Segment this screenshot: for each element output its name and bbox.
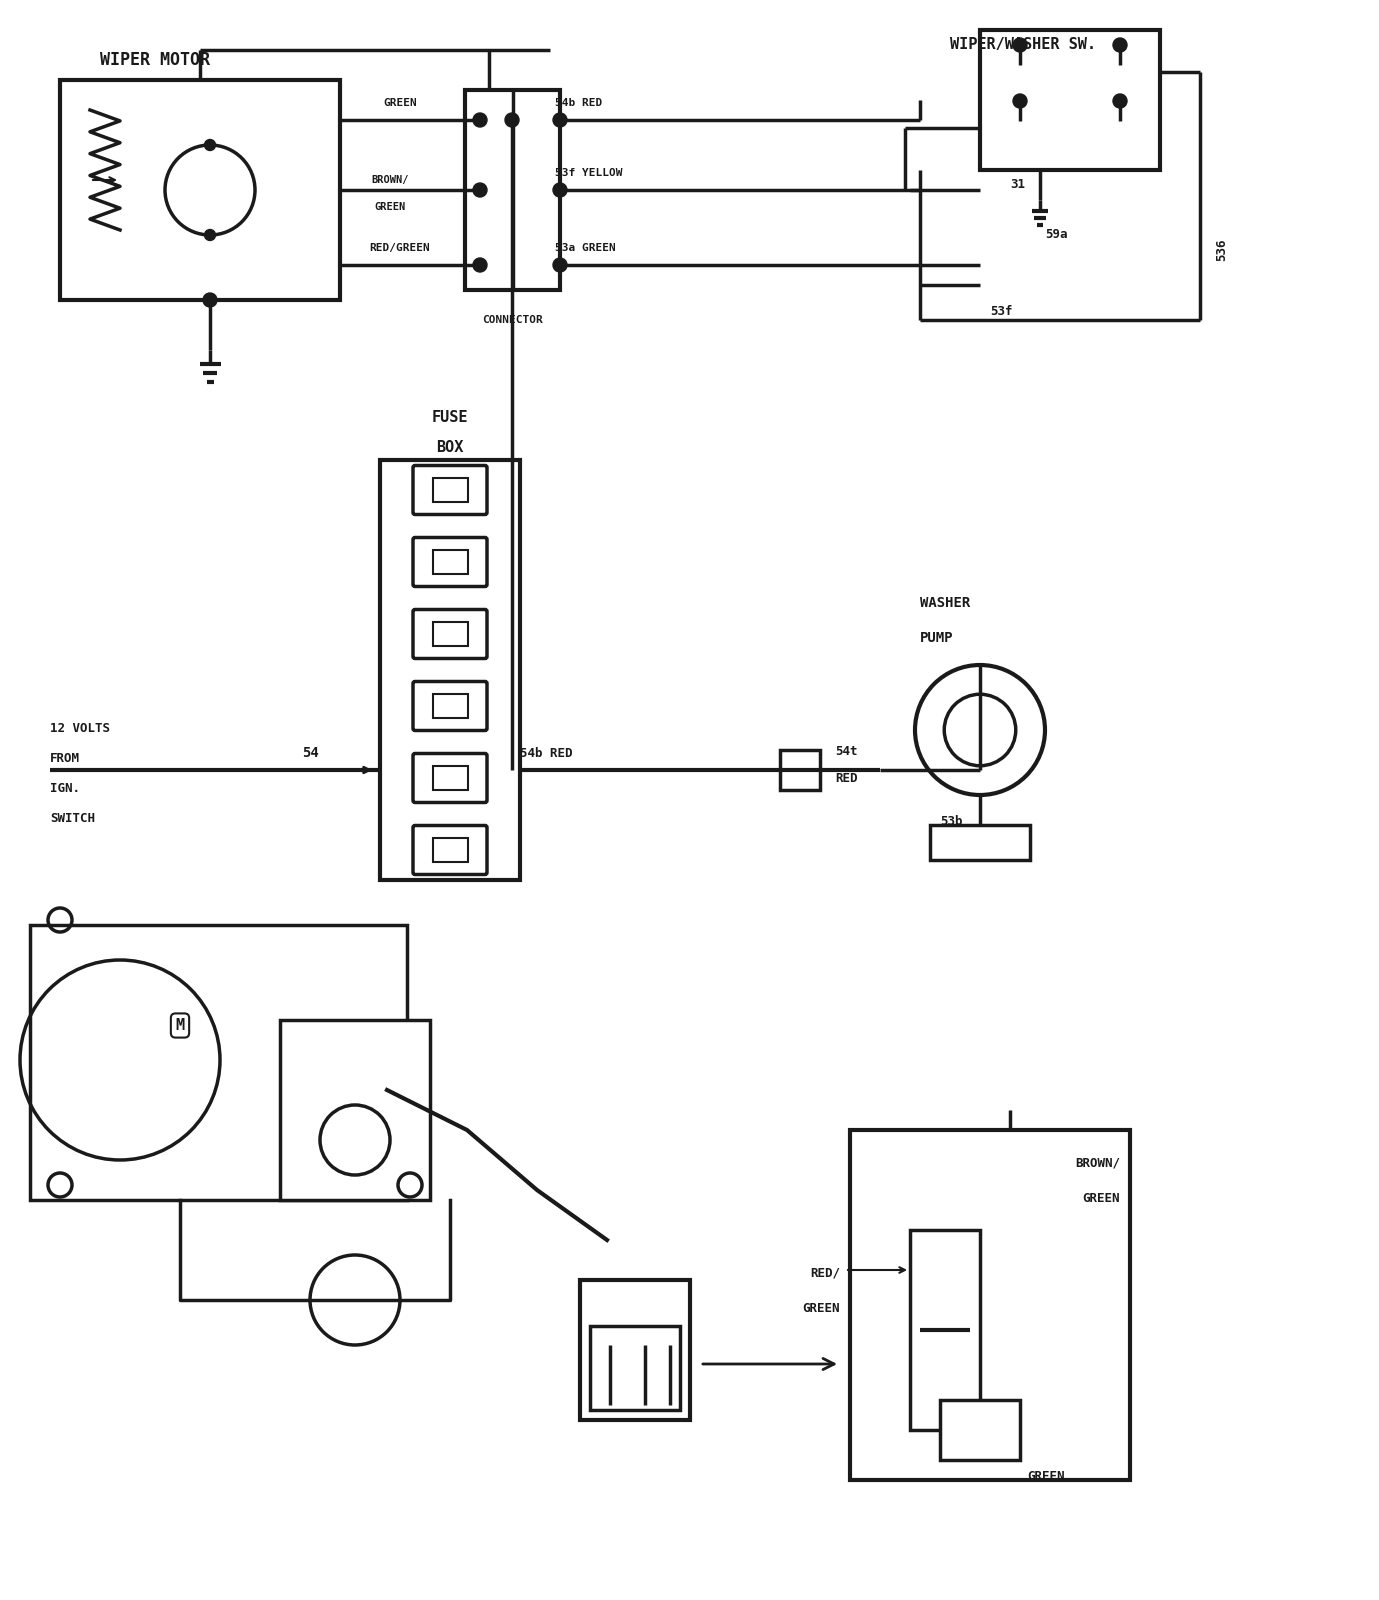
Bar: [280, 1021, 430, 1200]
Bar: [433, 838, 467, 862]
Text: WIPER/WASHER SW.: WIPER/WASHER SW.: [950, 37, 1096, 53]
Bar: [465, 90, 560, 290]
Bar: [433, 550, 467, 574]
Bar: [781, 750, 821, 790]
Bar: [433, 622, 467, 646]
Circle shape: [204, 139, 215, 150]
Text: WIPER MOTOR: WIPER MOTOR: [101, 51, 210, 69]
Bar: [929, 826, 1030, 861]
Text: 54: 54: [302, 746, 319, 760]
Text: 12 VOLTS: 12 VOLTS: [50, 722, 110, 734]
Circle shape: [553, 182, 567, 197]
Text: SWITCH: SWITCH: [50, 811, 95, 826]
Text: RED/: RED/: [809, 1267, 840, 1280]
Bar: [940, 1400, 1020, 1459]
Circle shape: [1014, 38, 1027, 51]
Text: 59a: 59a: [1045, 229, 1067, 242]
Bar: [980, 30, 1160, 170]
Bar: [849, 1130, 1129, 1480]
Bar: [581, 1280, 690, 1421]
FancyBboxPatch shape: [412, 826, 487, 875]
Text: GREEN: GREEN: [383, 98, 416, 109]
Circle shape: [1113, 38, 1127, 51]
Circle shape: [1014, 94, 1027, 109]
Text: GREEN: GREEN: [1027, 1470, 1065, 1483]
Text: 536: 536: [1215, 238, 1229, 261]
Circle shape: [203, 293, 217, 307]
Circle shape: [553, 114, 567, 126]
Text: RED/GREEN: RED/GREEN: [370, 243, 430, 253]
Bar: [381, 461, 520, 880]
Text: RED: RED: [836, 773, 858, 786]
FancyBboxPatch shape: [412, 466, 487, 515]
Bar: [30, 925, 407, 1200]
Text: GREEN: GREEN: [803, 1302, 840, 1315]
Text: 31: 31: [1009, 179, 1025, 192]
Bar: [910, 1230, 980, 1430]
Text: 53b: 53b: [940, 814, 963, 829]
Text: 54b RED: 54b RED: [554, 98, 603, 109]
Circle shape: [204, 229, 215, 240]
Text: BROWN/: BROWN/: [371, 174, 408, 186]
Text: IGN.: IGN.: [50, 782, 80, 795]
Text: CONNECTOR: CONNECTOR: [483, 315, 543, 325]
FancyBboxPatch shape: [412, 610, 487, 659]
Text: 54b RED: 54b RED: [520, 747, 572, 760]
Circle shape: [1113, 94, 1127, 109]
Text: PUMP: PUMP: [920, 630, 953, 645]
Circle shape: [553, 258, 567, 272]
Text: 54t: 54t: [836, 746, 858, 758]
Text: BOX: BOX: [436, 440, 463, 454]
Text: GREEN: GREEN: [1083, 1192, 1120, 1205]
Bar: [433, 766, 467, 790]
Circle shape: [473, 182, 487, 197]
FancyBboxPatch shape: [412, 754, 487, 803]
Text: WASHER: WASHER: [920, 595, 971, 610]
FancyBboxPatch shape: [412, 682, 487, 731]
Bar: [433, 694, 467, 718]
Bar: [61, 80, 341, 301]
Circle shape: [473, 258, 487, 272]
Bar: [590, 1326, 680, 1410]
Text: BROWN/: BROWN/: [1076, 1157, 1120, 1170]
Text: GREEN: GREEN: [374, 202, 405, 211]
Text: FROM: FROM: [50, 752, 80, 765]
Bar: [433, 478, 467, 502]
Text: M: M: [175, 1018, 185, 1034]
Text: 53f: 53f: [990, 306, 1012, 318]
FancyBboxPatch shape: [412, 538, 487, 587]
Text: 53f YELLOW: 53f YELLOW: [554, 168, 622, 178]
Circle shape: [473, 114, 487, 126]
Text: 53a GREEN: 53a GREEN: [554, 243, 616, 253]
Circle shape: [505, 114, 519, 126]
Text: FUSE: FUSE: [432, 410, 469, 426]
